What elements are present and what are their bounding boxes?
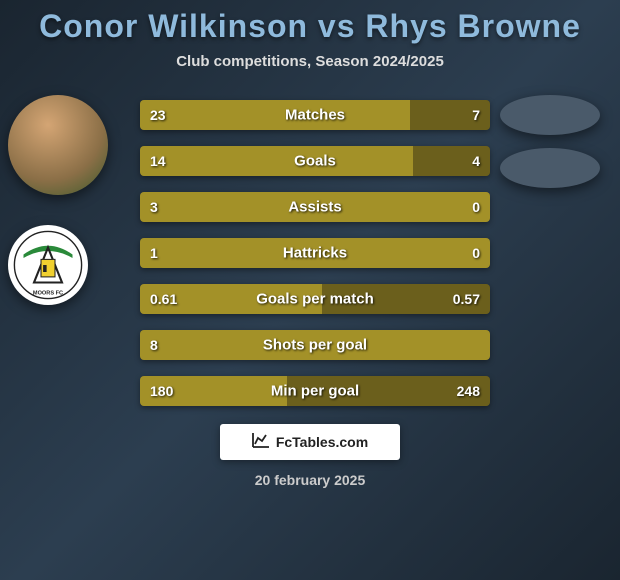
stat-label: Goals per match xyxy=(140,291,490,308)
stat-row: 0.61Goals per match0.57 xyxy=(140,284,490,314)
footer-brand[interactable]: FcTables.com xyxy=(220,424,400,460)
svg-text:MOORS FC: MOORS FC xyxy=(33,290,63,296)
stat-row: 3Assists0 xyxy=(140,192,490,222)
player2-club-badge: MOORS FC xyxy=(8,225,88,305)
stat-row: 180Min per goal248 xyxy=(140,376,490,406)
stat-row: 14Goals4 xyxy=(140,146,490,176)
stat-label: Min per goal xyxy=(140,383,490,400)
comparison-area: MOORS FC 23Matches7 14Goals4 3Assists0 1Hat… xyxy=(0,100,620,406)
stat-value-right: 0.57 xyxy=(453,291,480,307)
player2-photo-placeholder xyxy=(500,148,600,188)
stat-row: 8Shots per goal xyxy=(140,330,490,360)
footer-date: 20 february 2025 xyxy=(0,472,620,488)
stat-label: Shots per goal xyxy=(140,337,490,354)
stat-label: Hattricks xyxy=(140,245,490,262)
stat-value-right: 7 xyxy=(472,107,480,123)
stat-value-right: 248 xyxy=(457,383,480,399)
avatar-column: MOORS FC xyxy=(8,95,118,335)
chart-icon xyxy=(252,432,270,453)
stat-value-right: 4 xyxy=(472,153,480,169)
stat-label: Goals xyxy=(140,153,490,170)
stat-row: 23Matches7 xyxy=(140,100,490,130)
player1-club-placeholder xyxy=(500,95,600,135)
club-badge-icon: MOORS FC xyxy=(13,230,83,300)
stat-value-right: 0 xyxy=(472,245,480,261)
player1-avatar xyxy=(8,95,108,195)
stat-label: Matches xyxy=(140,107,490,124)
subtitle: Club competitions, Season 2024/2025 xyxy=(0,53,620,70)
stat-value-right: 0 xyxy=(472,199,480,215)
page-title: Conor Wilkinson vs Rhys Browne xyxy=(0,0,620,45)
stat-label: Assists xyxy=(140,199,490,216)
stat-bars: 23Matches7 14Goals4 3Assists0 1Hattricks0 0.… xyxy=(140,100,490,406)
stat-row: 1Hattricks0 xyxy=(140,238,490,268)
footer-brand-text: FcTables.com xyxy=(276,434,368,450)
